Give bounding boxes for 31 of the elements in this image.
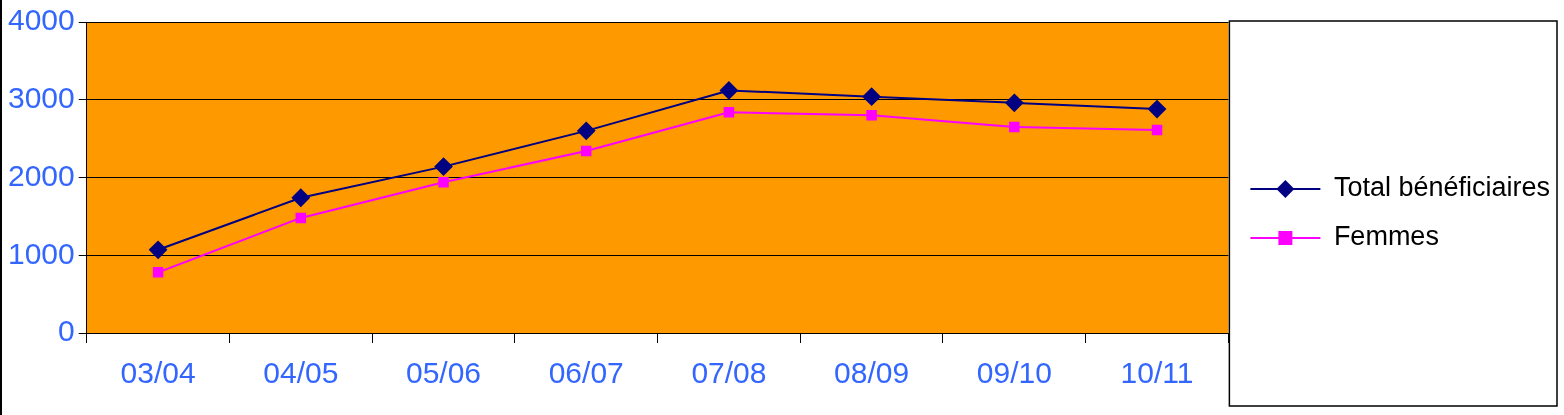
point xyxy=(438,176,449,188)
y-tick-label: 3000 xyxy=(7,81,75,115)
point xyxy=(152,267,164,278)
y-tick-label: 2000 xyxy=(7,158,75,192)
point xyxy=(577,121,596,140)
point xyxy=(295,212,307,224)
legend-label: Total bénéficiaires xyxy=(1333,172,1551,203)
y-tick-label: 0 xyxy=(58,314,75,348)
point xyxy=(291,188,310,207)
x-tick-label: 04/05 xyxy=(263,356,339,390)
point xyxy=(1009,121,1020,133)
x-tick-label: 07/08 xyxy=(691,356,767,390)
point xyxy=(434,157,453,176)
point xyxy=(149,240,168,259)
point xyxy=(719,81,738,100)
x-tick-label: 09/10 xyxy=(976,356,1052,390)
legend-label: Femmes xyxy=(1333,221,1439,252)
point xyxy=(1005,93,1024,112)
x-tick-label: 06/07 xyxy=(548,356,624,390)
point xyxy=(580,145,592,157)
point xyxy=(1148,100,1167,119)
x-tick-label: 03/04 xyxy=(120,356,196,390)
y-tick-label: 1000 xyxy=(7,236,75,270)
point xyxy=(723,106,735,118)
x-tick-label: 10/11 xyxy=(1120,356,1194,390)
point xyxy=(862,87,881,106)
point xyxy=(1151,124,1163,136)
x-tick-label: 08/09 xyxy=(834,356,910,390)
point xyxy=(866,110,877,121)
x-tick-label: 05/06 xyxy=(405,356,482,390)
y-tick-label: 4000 xyxy=(7,3,75,37)
